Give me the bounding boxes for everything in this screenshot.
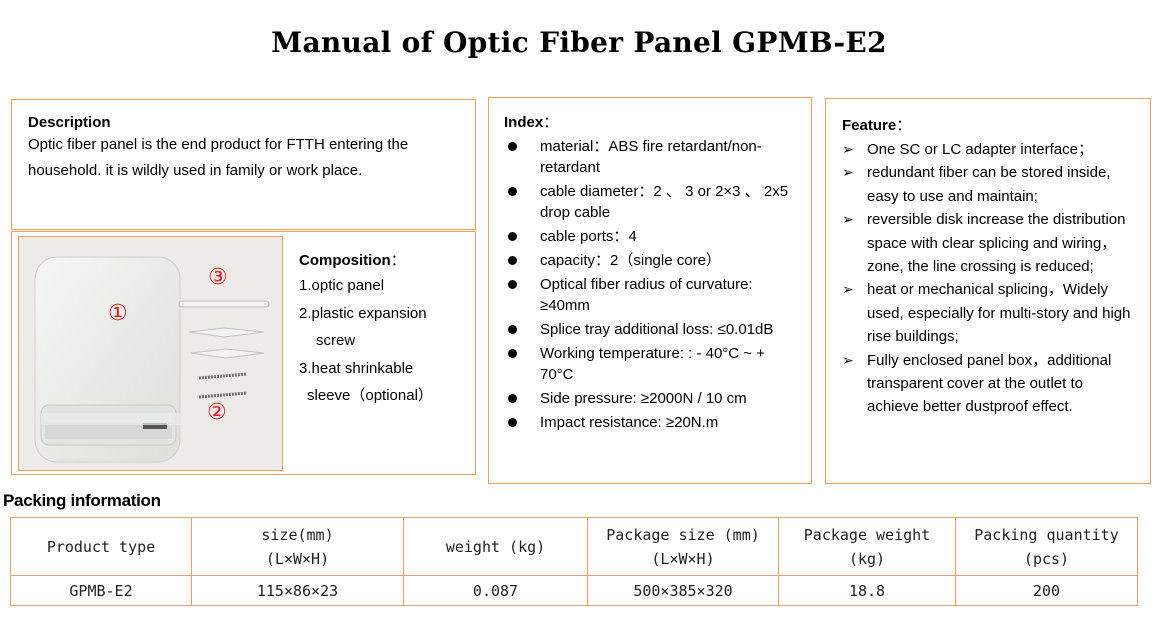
table-header-row: Product type size(mm) (L×W×H) weight (kg)… — [10, 517, 1138, 576]
packing-heading: Packing information — [3, 491, 161, 510]
table-cell: 115×86×23 — [191, 575, 404, 606]
feature-list: ➢ One SC or LC adapter interface； ➢ redund… — [842, 138, 1136, 419]
description-heading: Description — [28, 114, 111, 131]
feature-item: ➢ redundant fiber can be stored inside, e… — [842, 161, 1136, 208]
marker-2: ② — [207, 400, 227, 425]
composition-item: sleeve（optional） — [307, 387, 433, 404]
arrow-bullet-icon: ➢ — [842, 164, 854, 181]
header-cell: Product type — [10, 517, 192, 576]
composition-colon: ： — [390, 252, 406, 269]
index-item: cable ports：4 — [504, 226, 797, 247]
bullet-icon — [508, 187, 517, 196]
arrow-bullet-icon: ➢ — [842, 211, 854, 228]
index-colon: ： — [543, 114, 559, 131]
bullet-icon — [508, 418, 517, 427]
feature-item: ➢ heat or mechanical splicing，Widely used… — [842, 278, 1136, 348]
composition-item: 3.heat shrinkable — [299, 359, 414, 377]
bullet-icon — [508, 280, 517, 289]
arrow-bullet-icon: ➢ — [842, 281, 854, 298]
index-item: Optical fiber radius of curvature: ≥40mm — [504, 274, 797, 316]
marker-3: ③ — [208, 265, 228, 290]
index-heading: Index — [504, 114, 544, 131]
marker-1: ① — [108, 301, 128, 326]
header-cell: weight (kg) — [403, 517, 588, 576]
description-text: Optic fiber panel is the end product for… — [28, 136, 409, 179]
header-cell: Package size (mm) (L×W×H) — [587, 517, 779, 576]
feature-item: ➢ Fully enclosed panel box，additional tra… — [842, 349, 1136, 419]
index-item: Working temperature: : - 40°C ~ + 70°C — [504, 343, 797, 385]
index-item: Side pressure: ≥2000N / 10 cm — [504, 388, 797, 409]
bullet-icon — [508, 394, 517, 403]
feature-section: Feature： ➢ One SC or LC adapter interface… — [825, 98, 1151, 484]
header-cell: Package weight (kg) — [778, 517, 956, 576]
composition-item: 2.plastic expansion — [299, 304, 427, 322]
page-title: Manual of Optic Fiber Panel GPMB-E2 — [271, 26, 887, 59]
feature-item: ➢ One SC or LC adapter interface； — [842, 138, 1136, 161]
composition-list: Composition： 1.optic panel 2.plastic exp… — [299, 249, 469, 410]
packing-table: Product type size(mm) (L×W×H) weight (kg)… — [10, 517, 1138, 606]
index-item: cable diameter：2 、 3 or 2×3 、 2x5 drop c… — [504, 181, 797, 223]
arrow-bullet-icon: ➢ — [842, 141, 854, 157]
feature-heading: Feature — [842, 117, 897, 134]
index-item: Impact resistance: ≥20N.m — [504, 412, 797, 433]
index-list: material：ABS fire retardant/non-retardan… — [504, 136, 797, 433]
table-row: GPMB-E2 115×86×23 0.087 500×385×320 18.8… — [10, 575, 1138, 606]
header-cell: size(mm) (L×W×H) — [191, 517, 404, 576]
table-cell: 500×385×320 — [587, 575, 779, 606]
composition-heading: Composition — [299, 252, 391, 269]
product-photo: ① ② ③ — [18, 236, 283, 471]
bullet-icon — [508, 325, 517, 334]
header-cell: Packing quantity (pcs) — [955, 517, 1138, 576]
table-cell: 0.087 — [403, 575, 588, 606]
bullet-icon — [508, 232, 517, 241]
description-section: Description Optic fiber panel is the end… — [11, 99, 476, 230]
fiber-panel-illustration — [19, 237, 282, 470]
index-section: Index： material：ABS fire retardant/non-r… — [488, 97, 812, 484]
composition-item: screw — [316, 332, 356, 349]
arrow-bullet-icon: ➢ — [842, 351, 854, 368]
index-item: material：ABS fire retardant/non-retardan… — [504, 136, 797, 178]
composition-section: ① ② ③ Composition： 1.optic panel 2.plast… — [11, 231, 476, 475]
index-item: Splice tray additional loss: ≤0.01dB — [504, 319, 797, 340]
bullet-icon — [508, 256, 517, 265]
composition-item: 1.optic panel — [299, 277, 385, 294]
table-cell: GPMB-E2 — [10, 575, 192, 606]
index-item: capacity：2（single core） — [504, 250, 797, 271]
bullet-icon — [508, 349, 517, 358]
feature-item: ➢ reversible disk increase the distributi… — [842, 208, 1136, 278]
feature-colon: ： — [896, 117, 912, 134]
bullet-icon — [508, 142, 517, 151]
table-cell: 18.8 — [778, 575, 956, 606]
table-cell: 200 — [955, 575, 1138, 606]
